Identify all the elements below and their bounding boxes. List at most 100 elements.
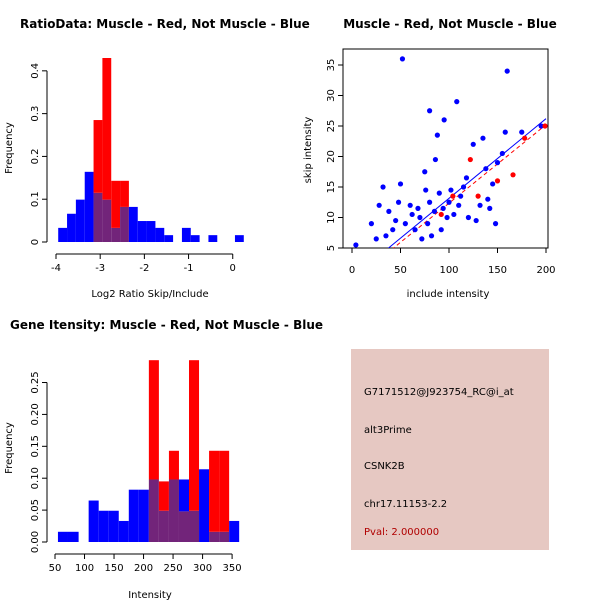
scatter-x-tick-label: 150: [488, 265, 507, 276]
scatter-point-not-muscle: [519, 129, 525, 135]
scatter-point-not-muscle: [538, 123, 544, 129]
intensity-histogram-bar-muscle: [148, 360, 159, 480]
scatter-point-not-muscle: [440, 205, 446, 211]
scatter-point-not-muscle: [483, 166, 489, 172]
scatter-y-tick-label: 30: [326, 89, 337, 102]
intensity-histogram-x-tick-label: 50: [49, 563, 62, 574]
scatter-y-tick-label: 20: [326, 150, 337, 163]
scatter-point-not-muscle: [438, 227, 444, 233]
intensity-histogram-bar-overlap: [178, 511, 190, 542]
scatter-title: Muscle - Red, Not Muscle - Blue: [343, 17, 557, 31]
scatter-point-not-muscle: [451, 211, 457, 218]
scatter-point-not-muscle: [477, 202, 483, 208]
scatter-point-not-muscle: [407, 202, 413, 208]
intensity-histogram-ylabel: Frequency: [4, 422, 15, 474]
scatter-point-not-muscle: [423, 187, 429, 193]
scatter-y-tick-label: 15: [326, 181, 337, 194]
intensity-histogram-bar-overlap: [158, 510, 169, 542]
intensity-histogram-bar-not-muscle: [128, 489, 139, 542]
scatter-point-not-muscle: [415, 205, 421, 211]
scatter-point-not-muscle: [470, 141, 476, 147]
scatter-point-not-muscle: [395, 199, 402, 205]
scatter-point-not-muscle: [490, 181, 496, 187]
scatter-point-not-muscle: [446, 199, 452, 205]
ratio-histogram-panel: RatioData: Muscle - Red, Not Muscle - Bl…: [4, 17, 310, 300]
ratio-histogram-bar-not-muscle: [75, 199, 85, 242]
intensity-histogram-y-tick-label: 0.05: [30, 499, 41, 521]
ratio-histogram-x-tick-label: 0: [230, 263, 236, 274]
ratio-histogram-bar-overlap: [102, 199, 112, 242]
ratio-histogram-bar-not-muscle: [128, 206, 138, 242]
scatter-point-not-muscle: [436, 190, 442, 196]
scatter-point-not-muscle: [399, 56, 406, 62]
scatter-plot-box: [342, 48, 549, 249]
info-panel: G7171512@J923754_RC@i_at alt3Prime CSNK2…: [351, 349, 549, 550]
scatter-point-not-muscle: [431, 208, 438, 214]
ratio-histogram-ylabel: Frequency: [4, 122, 15, 174]
intensity-histogram-bar-overlap: [219, 531, 230, 542]
scatter-point-not-muscle: [427, 199, 433, 205]
scatter-point-not-muscle: [428, 233, 435, 239]
ratio-histogram-bar-not-muscle: [67, 213, 76, 242]
intensity-histogram-bar-not-muscle: [118, 520, 129, 542]
intensity-histogram-bar-muscle: [219, 450, 230, 532]
scatter-point-not-muscle: [393, 217, 399, 224]
scatter-point-not-muscle: [444, 214, 450, 221]
scatter-point-not-muscle: [386, 208, 392, 214]
ratio-histogram-title: RatioData: Muscle - Red, Not Muscle - Bl…: [20, 17, 310, 31]
scatter-point-not-muscle: [441, 117, 447, 123]
ratio-histogram-bar-overlap: [93, 192, 103, 242]
probe-id: G7171512@J923754_RC@i_at: [364, 387, 514, 398]
intensity-histogram-panel: Gene Itensity: Muscle - Red, Not Muscle …: [4, 318, 323, 600]
ratio-histogram-x-tick-label: -4: [51, 263, 61, 274]
ratio-histogram-bar-not-muscle: [137, 221, 147, 242]
scatter-y-tick-label: 35: [326, 59, 337, 72]
scatter-ylabel: skip intensity: [303, 117, 314, 184]
scatter-y-tick-label: 25: [326, 120, 337, 133]
scatter-x-tick-label: 200: [536, 265, 555, 276]
ratio-histogram-y-tick-label: 0.1: [30, 191, 41, 207]
intensity-histogram-x-tick-label: 250: [164, 563, 183, 574]
scatter-point-not-muscle: [504, 68, 510, 74]
scatter-point-not-muscle: [434, 132, 440, 138]
scatter-y-tick-label: 10: [326, 211, 337, 224]
scatter-point-not-muscle: [460, 184, 467, 190]
scatter-point-muscle: [438, 211, 444, 218]
scatter-point-not-muscle: [463, 175, 470, 181]
intensity-histogram-bar-overlap: [209, 531, 220, 542]
ratio-histogram-x-tick-label: -3: [95, 263, 105, 274]
intensity-histogram-bar-muscle: [158, 481, 169, 511]
intensity-histogram-bar-not-muscle: [229, 520, 240, 542]
intensity-histogram-bar-not-muscle: [88, 500, 99, 542]
gene-name: CSNK2B: [364, 461, 405, 472]
scatter-point-not-muscle: [458, 193, 464, 199]
ratio-histogram-y-tick-label: 0.3: [30, 106, 41, 122]
scatter-point-not-muscle: [456, 202, 462, 208]
scatter-point-not-muscle: [368, 221, 374, 227]
scatter-point-not-muscle: [425, 221, 431, 227]
scatter-point-muscle: [475, 193, 481, 199]
pval-text: Pval: 2.000000: [364, 527, 440, 538]
scatter-point-muscle: [450, 193, 456, 199]
scatter-point-not-muscle: [353, 242, 359, 248]
scatter-points: [353, 56, 548, 248]
ratio-histogram-bar-not-muscle: [181, 227, 191, 242]
intensity-histogram-bar-overlap: [189, 510, 200, 542]
ratio-histogram-bar-muscle: [120, 180, 129, 207]
scatter-point-not-muscle: [487, 205, 493, 211]
intensity-histogram-bar-muscle: [168, 450, 179, 480]
scatter-point-not-muscle: [454, 99, 460, 105]
ratio-histogram-bars: [58, 58, 244, 242]
scatter-point-muscle: [467, 156, 473, 163]
ratio-histogram-x-tick-label: -1: [184, 263, 194, 274]
intensity-histogram-bar-not-muscle: [67, 531, 79, 542]
ratio-histogram-bar-muscle: [93, 120, 103, 193]
scatter-point-muscle: [494, 178, 501, 184]
ratio-histogram-xlabel: Log2 Ratio Skip/Include: [91, 289, 208, 300]
scatter-panel: Muscle - Red, Not Muscle - Blue include …: [303, 17, 557, 300]
intensity-histogram-y-tick-label: 0.25: [30, 371, 41, 393]
scatter-point-not-muscle: [417, 214, 423, 221]
ratio-histogram-bar-not-muscle: [234, 235, 244, 242]
scatter-point-not-muscle: [465, 214, 471, 221]
